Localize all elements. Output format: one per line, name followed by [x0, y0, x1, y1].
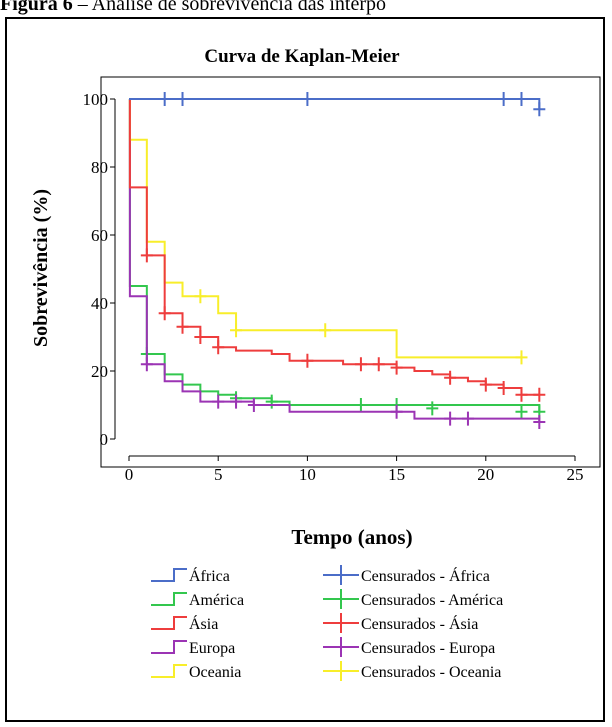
censored-mark-asia: [354, 357, 367, 372]
y-tick-label: 20: [91, 362, 108, 381]
censored-mark-asia: [158, 306, 171, 321]
censored-mark-asia: [497, 381, 510, 395]
censored-mark-europa: [444, 411, 457, 426]
x-axis-label: Tempo (anos): [291, 525, 412, 549]
censored-mark-oceania: [194, 289, 207, 304]
plot-area: [100, 76, 601, 468]
censored-mark-africa: [533, 102, 546, 117]
legend-swatch-africa: [151, 568, 187, 582]
legend-label-oceania: Oceania: [189, 664, 241, 681]
figure-label: Figura 6: [0, 0, 73, 15]
x-tick-label: 5: [214, 465, 223, 484]
legend-swatch-america: [151, 592, 187, 606]
legend-censored-swatch-asia: [323, 613, 359, 633]
censored-mark-asia: [533, 387, 546, 402]
survival-curve-america: [128, 98, 541, 412]
censored-mark-asia: [444, 370, 457, 385]
series-africa: [129, 92, 546, 117]
censored-mark-asia: [176, 319, 189, 334]
censored-mark-asia: [301, 353, 314, 368]
censored-mark-asia: [212, 340, 225, 355]
censored-mark-america: [515, 404, 528, 419]
censored-mark-asia: [194, 330, 207, 344]
legend-censored-swatch-oceania: [323, 661, 359, 681]
legend-censored-label-europa: Censurados - Europa: [361, 640, 495, 657]
censored-mark-asia: [140, 248, 153, 263]
survival-curve-asia: [128, 98, 540, 396]
censored-mark-europa: [140, 357, 153, 372]
legend-censored-label-africa: Censurados - África: [361, 566, 490, 585]
legend-label-asia: Ásia: [189, 614, 218, 633]
legend-label-africa: África: [189, 566, 230, 585]
legend-censored-label-asia: Censurados - Ásia: [361, 614, 478, 633]
censored-mark-america: [265, 394, 278, 409]
censored-mark-oceania: [319, 323, 332, 338]
y-axis-label: Sobrevivência (%): [30, 189, 52, 347]
series-america: [128, 98, 546, 419]
censored-mark-europa: [461, 411, 474, 426]
censored-mark-africa: [301, 92, 314, 106]
survival-curve-africa: [129, 98, 541, 110]
legend-censored-swatch-america: [323, 589, 359, 609]
y-tick-label: 40: [91, 294, 108, 313]
censored-mark-europa: [212, 394, 225, 409]
legend: África Censurados - África América Censurad…: [151, 565, 503, 681]
censored-mark-europa: [247, 398, 260, 412]
figure-caption-text: – Análise de sobrevivência das interpo: [72, 0, 387, 15]
censored-mark-asia: [372, 357, 385, 372]
censored-mark-asia: [515, 387, 528, 402]
series-layer: [128, 92, 546, 429]
censored-mark-oceania: [515, 350, 528, 365]
censored-mark-europa: [533, 415, 546, 429]
chart-title: Curva de Kaplan-Meier: [204, 46, 400, 67]
chart-frame: [5, 17, 605, 722]
x-tick-label: 10: [299, 465, 316, 484]
censored-mark-oceania: [230, 323, 243, 338]
legend-label-europa: Europa: [189, 640, 235, 657]
figure-caption: Figura 6 – Análise de sobrevivência das …: [0, 0, 612, 16]
censored-mark-europa: [230, 394, 243, 409]
censored-mark-europa: [390, 404, 403, 419]
legend-swatch-asia: [151, 616, 187, 630]
series-europa: [128, 98, 546, 429]
axes: 0 20 40 60 80 100 0 5 10 15 20 25: [83, 90, 584, 484]
censored-mark-asia: [479, 377, 492, 392]
censored-mark-africa: [176, 92, 189, 106]
legend-censored-label-america: Censurados - América: [361, 592, 503, 609]
survival-curve-oceania: [128, 98, 522, 359]
x-tick-label: 0: [125, 465, 134, 484]
censored-mark-america: [426, 401, 439, 416]
x-tick-label: 20: [477, 465, 494, 484]
legend-swatch-oceania: [151, 664, 187, 678]
y-tick-label: 80: [91, 158, 108, 177]
y-tick-label: 100: [83, 90, 109, 109]
legend-swatch-europa: [151, 640, 187, 654]
legend-censored-swatch-africa: [323, 565, 359, 585]
x-tick-label: 25: [567, 465, 584, 484]
y-tick-label: 60: [91, 226, 108, 245]
series-oceania: [128, 98, 528, 365]
y-tick-label: 0: [100, 430, 109, 449]
legend-label-america: América: [189, 592, 244, 609]
censored-mark-asia: [390, 360, 403, 375]
censored-mark-africa: [497, 92, 510, 106]
survival-curve-europa: [128, 98, 541, 422]
censored-mark-africa: [515, 92, 528, 106]
x-tick-label: 15: [388, 465, 405, 484]
censored-mark-africa: [158, 92, 171, 106]
series-asia: [128, 98, 546, 402]
censored-mark-america: [354, 398, 367, 412]
legend-censored-label-oceania: Censurados - Oceania: [361, 664, 501, 681]
legend-censored-swatch-europa: [323, 637, 359, 657]
